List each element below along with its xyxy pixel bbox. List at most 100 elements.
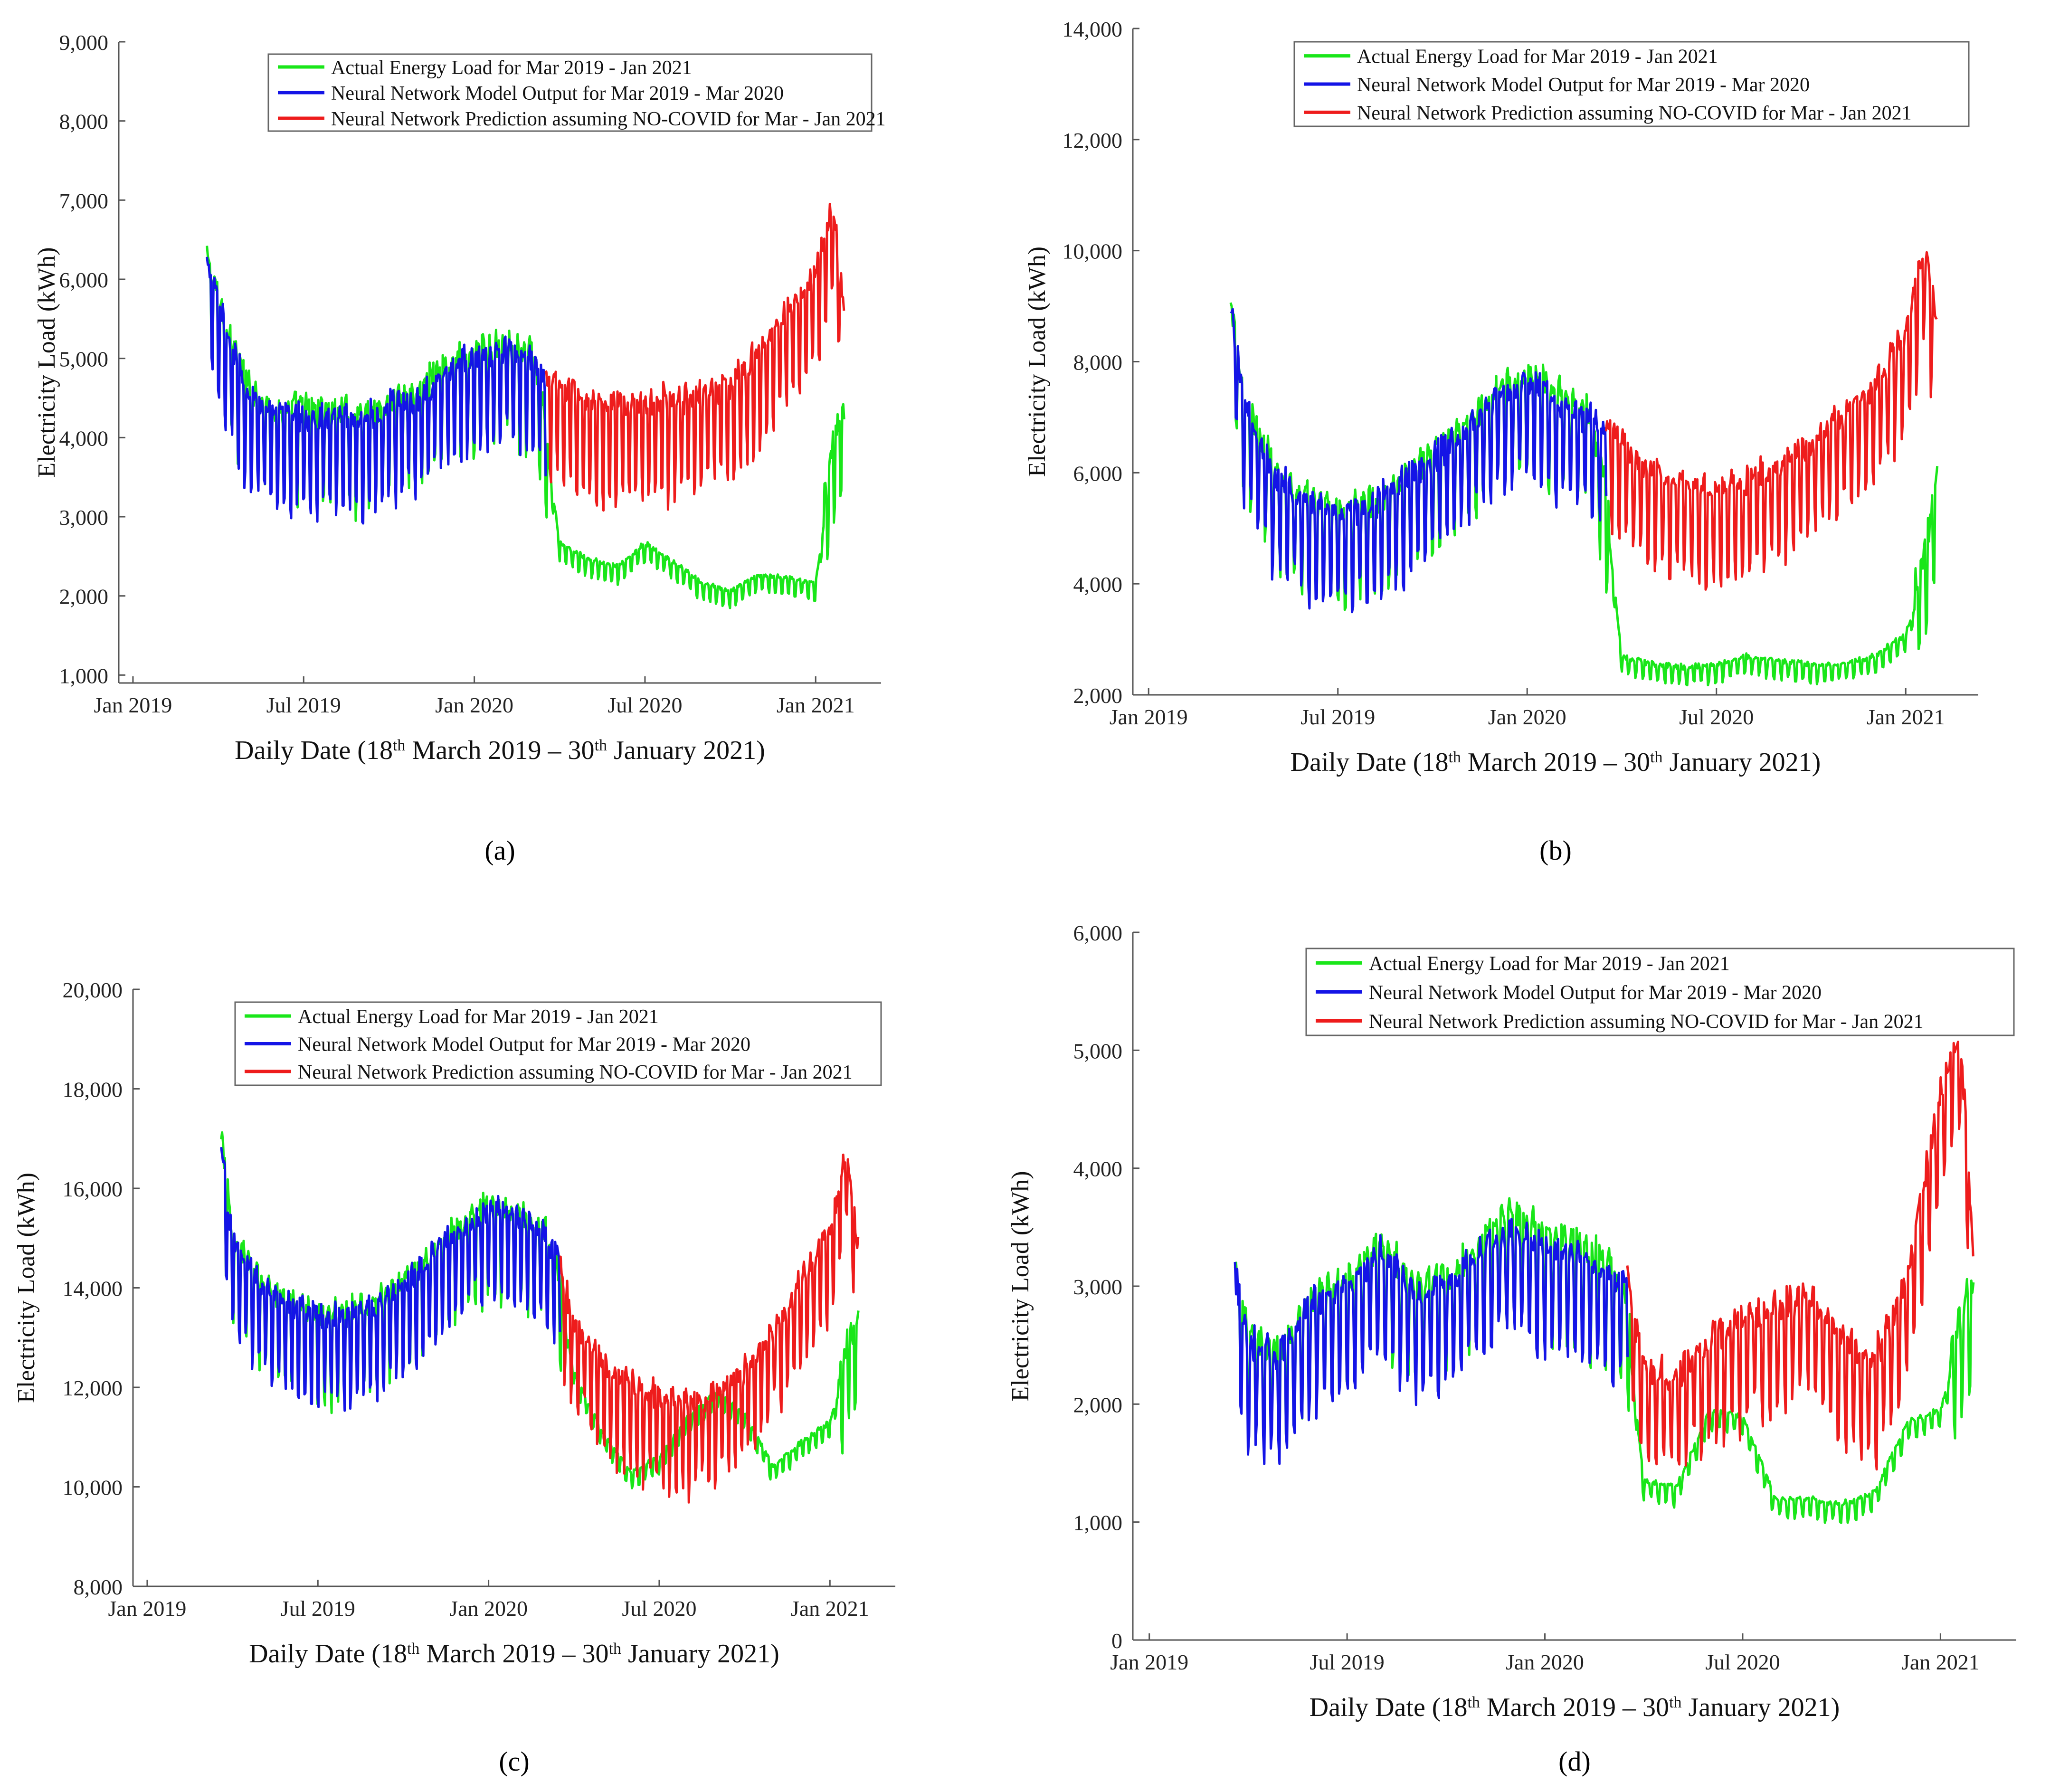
y-tick-label: 5,000 [59, 347, 109, 371]
x-tick-label: Jan 2020 [1506, 1650, 1584, 1674]
legend: Actual Energy Load for Mar 2019 - Jan 20… [267, 53, 886, 132]
x-tick-label: Jul 2020 [607, 693, 682, 717]
y-tick-label: 20,000 [63, 978, 123, 1002]
chart-panel-c: 8,000 10,000 12,000 14,000 16,000 18,000 20,00… [13, 978, 895, 1777]
x-axis-title-part: Daily Date (18 [249, 1639, 407, 1669]
x-axis-title-part: March 2019 – 30 [419, 1639, 608, 1669]
chart-panel-d: 0 1,000 2,000 3,000 4,000 5,000 6,000 Jan 2019 J… [1007, 921, 2016, 1777]
legend-label: Actual Energy Load for Mar 2019 - Jan 20… [1357, 46, 1718, 68]
x-axis-title-sup: th [595, 737, 607, 754]
y-tick-label: 1,000 [59, 664, 109, 688]
x-axis-title-sup: th [1650, 749, 1662, 766]
x-tick-label: Jul 2019 [266, 693, 341, 717]
x-axis-title: Daily Date (18th March 2019 – 30th Janua… [249, 1639, 779, 1669]
x-axis-title-sup: th [393, 737, 405, 754]
y-tick-label: 12,000 [1063, 128, 1123, 152]
x-axis-title-sup: th [1669, 1694, 1681, 1711]
x-tick-label: Jan 2021 [777, 693, 855, 717]
legend-label: Neural Network Model Output for Mar 2019… [1369, 982, 1822, 1004]
series-line-prediction [544, 202, 845, 512]
y-tick-label: 0 [1111, 1629, 1122, 1653]
x-tick-label: Jul 2020 [622, 1596, 696, 1621]
y-tick-label: 10,000 [1063, 239, 1123, 264]
x-tick-label: Jan 2020 [449, 1596, 528, 1621]
x-tick-label: Jan 2019 [1110, 705, 1188, 729]
x-tick-label: Jul 2019 [1310, 1650, 1385, 1674]
series-line-model [220, 1147, 561, 1412]
y-tick-label: 10,000 [63, 1476, 123, 1500]
y-axis-title: Electricity Load (kWh) [1024, 247, 1051, 477]
series-group [1229, 251, 1939, 687]
y-tick-label: 2,000 [59, 585, 109, 609]
x-tick-label: Jan 2019 [108, 1596, 187, 1621]
y-tick-label: 8,000 [74, 1575, 123, 1599]
legend-box [1293, 41, 1970, 127]
y-tick-label: 2,000 [1073, 1393, 1123, 1417]
y-tick-label: 8,000 [59, 110, 109, 134]
series-line-model [1230, 308, 1608, 614]
series-line-model [1234, 1218, 1629, 1465]
series-line-model [206, 256, 547, 525]
x-tick-label: Jan 2019 [94, 693, 172, 717]
y-tick-label: 2,000 [1073, 683, 1123, 708]
x-tick-label: Jan 2020 [435, 693, 513, 717]
y-tick-label: 3,000 [59, 505, 109, 530]
x-axis-title-part: January 2021) [1682, 1693, 1840, 1722]
x-axis-title-part: March 2019 – 30 [1461, 748, 1650, 777]
series-group [220, 1131, 860, 1504]
x-axis-title-part: Daily Date (18 [1291, 748, 1449, 777]
x-axis-title-part: Daily Date (18 [1310, 1693, 1468, 1722]
x-tick-label: Jan 2021 [791, 1596, 869, 1621]
x-axis-title-sup: th [609, 1640, 621, 1658]
x-tick-label: Jul 2020 [1705, 1650, 1780, 1674]
legend: Actual Energy Load for Mar 2019 - Jan 20… [234, 1001, 882, 1086]
panel-caption: (d) [1558, 1746, 1591, 1777]
x-tick-label: Jan 2021 [1867, 705, 1945, 729]
y-tick-label: 9,000 [59, 30, 109, 55]
x-tick-label: Jul 2020 [1679, 705, 1754, 729]
series-line-prediction [1626, 1041, 1974, 1471]
y-tick-label: 7,000 [59, 189, 109, 213]
legend-label: Actual Energy Load for Mar 2019 - Jan 20… [331, 57, 692, 79]
legend-label: Neural Network Prediction assuming NO-CO… [331, 108, 886, 130]
y-tick-label: 5,000 [1073, 1039, 1123, 1063]
legend-label: Actual Energy Load for Mar 2019 - Jan 20… [1369, 953, 1730, 975]
x-axis-title-sup: th [1448, 749, 1461, 766]
y-tick-label: 16,000 [63, 1177, 123, 1201]
y-axis-title: Electricity Load (kWh) [13, 1173, 40, 1403]
legend-label: Neural Network Prediction assuming NO-CO… [298, 1062, 853, 1083]
x-tick-label: Jul 2019 [1300, 705, 1375, 729]
series-group [1234, 1041, 1975, 1524]
y-tick-label: 4,000 [59, 426, 109, 450]
y-tick-label: 18,000 [63, 1078, 123, 1102]
chart-panel-a: 1,000 2,000 3,000 4,000 5,000 6,000 7,000 8,000… [33, 30, 886, 866]
y-tick-label: 12,000 [63, 1376, 123, 1400]
x-tick-label: Jan 2021 [1901, 1650, 1980, 1674]
x-axis-title: Daily Date (18th March 2019 – 30th Janua… [1310, 1693, 1840, 1722]
legend-box [267, 53, 873, 132]
x-axis-title-part: January 2021) [1663, 748, 1821, 777]
y-tick-label: 4,000 [1073, 1157, 1123, 1181]
legend-box [234, 1001, 882, 1086]
x-tick-label: Jan 2019 [1110, 1650, 1188, 1674]
x-axis-title: Daily Date (18th March 2019 – 30th Janua… [1291, 748, 1821, 777]
x-axis-title-sup: th [1467, 1694, 1480, 1711]
chart-panel-b: 2,000 4,000 6,000 8,000 10,000 12,000 14,000 Ja… [1024, 17, 1978, 866]
x-tick-label: Jan 2020 [1488, 705, 1566, 729]
x-axis-title-sup: th [407, 1640, 419, 1658]
y-tick-label: 3,000 [1073, 1275, 1123, 1299]
y-axis-title: Electricity Load (kWh) [1007, 1171, 1034, 1401]
series-line-prediction [559, 1153, 860, 1504]
x-axis-title-part: March 2019 – 30 [405, 736, 594, 765]
y-tick-label: 6,000 [1073, 921, 1123, 945]
y-tick-label: 6,000 [1073, 461, 1123, 485]
legend: Actual Energy Load for Mar 2019 - Jan 20… [1293, 41, 1970, 127]
y-tick-label: 14,000 [1063, 17, 1123, 41]
panel-caption: (c) [499, 1746, 529, 1777]
x-axis-title-part: March 2019 – 30 [1480, 1693, 1669, 1722]
y-tick-label: 14,000 [63, 1277, 123, 1301]
legend-label: Neural Network Prediction assuming NO-CO… [1357, 102, 1912, 124]
y-tick-label: 1,000 [1073, 1511, 1123, 1535]
legend-label: Actual Energy Load for Mar 2019 - Jan 20… [298, 1006, 659, 1028]
